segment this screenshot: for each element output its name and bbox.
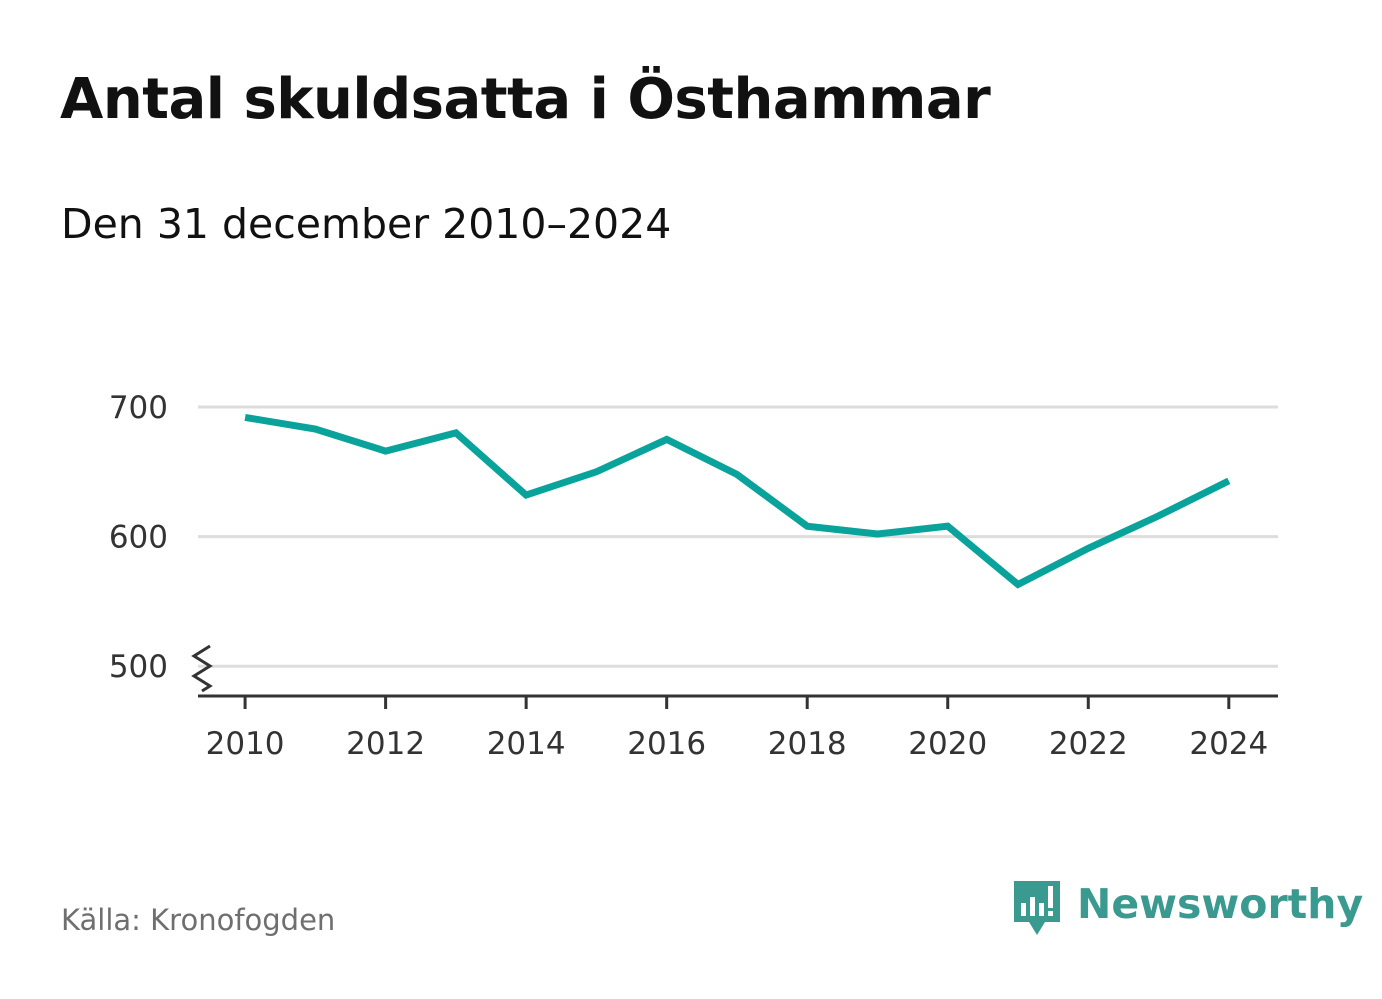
data-point-2017 bbox=[733, 471, 740, 478]
source-note: Källa: Kronofogden bbox=[61, 903, 336, 937]
x-tick-label-2016: 2016 bbox=[627, 726, 706, 762]
data-point-2013 bbox=[452, 429, 459, 436]
data-point-2014 bbox=[523, 492, 530, 499]
newsworthy-logo: Newsworthy bbox=[1011, 878, 1363, 940]
y-tick-label-700: 700 bbox=[109, 390, 168, 426]
y-tick-label-600: 600 bbox=[109, 520, 168, 556]
x-tick-label-2018: 2018 bbox=[768, 726, 847, 762]
chart-subtitle: Den 31 december 2010–2024 bbox=[61, 200, 672, 248]
data-point-2022 bbox=[1085, 545, 1092, 552]
series-line-0 bbox=[244, 413, 1231, 589]
data-point-2020 bbox=[944, 523, 951, 530]
x-tick-label-2020: 2020 bbox=[908, 726, 987, 762]
data-point-2024 bbox=[1225, 477, 1232, 484]
chart-title: Antal skuldsatta i Östhammar bbox=[60, 67, 991, 132]
x-tick-label-2010: 2010 bbox=[206, 726, 285, 762]
x-tick-label-2014: 2014 bbox=[487, 726, 566, 762]
x-tick-label-2012: 2012 bbox=[346, 726, 425, 762]
brand-name: Newsworthy bbox=[1077, 880, 1364, 928]
data-point-2010 bbox=[242, 414, 249, 421]
data-point-2021 bbox=[1015, 581, 1022, 588]
y-tick-label-500: 500 bbox=[109, 649, 168, 685]
x-tick-label-2024: 2024 bbox=[1189, 726, 1268, 762]
data-point-2011 bbox=[312, 426, 319, 433]
data-point-2016 bbox=[663, 436, 670, 443]
newsworthy-logo-icon bbox=[1014, 881, 1060, 935]
data-point-2012 bbox=[382, 448, 389, 455]
y-axis-break bbox=[191, 644, 213, 693]
data-point-2023 bbox=[1155, 512, 1162, 519]
data-point-2019 bbox=[874, 531, 881, 538]
data-point-2018 bbox=[804, 523, 811, 530]
data-point-2015 bbox=[593, 468, 600, 475]
x-tick-label-2022: 2022 bbox=[1049, 726, 1128, 762]
